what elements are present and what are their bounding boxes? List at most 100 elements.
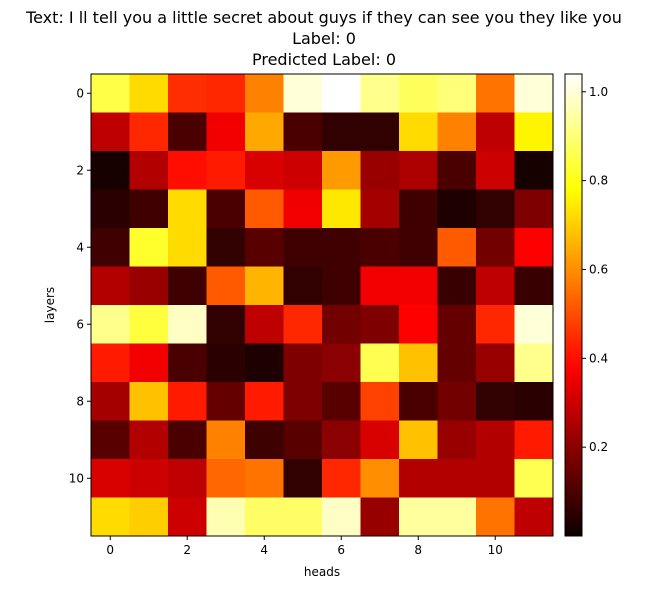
heatmap-cell [437, 266, 477, 306]
heatmap-cell [399, 420, 438, 460]
heatmap-cell [437, 305, 477, 344]
heatmap-cell [322, 459, 361, 498]
heatmap-cell [129, 266, 169, 306]
heatmap-cell [168, 266, 207, 306]
heatmap-cell [206, 228, 246, 267]
heatmap-cell [476, 112, 515, 152]
heatmap-cell [129, 74, 169, 113]
heatmap-cell [399, 343, 438, 383]
heatmap-cell [91, 343, 130, 383]
heatmap-cell [206, 266, 246, 306]
heatmap-cell [129, 420, 169, 460]
heatmap-cell [437, 459, 477, 498]
heatmap-cell [514, 151, 554, 190]
x-tick-label: 8 [414, 543, 422, 557]
heatmap-cell [514, 420, 554, 460]
x-tick-label: 6 [337, 543, 345, 557]
heatmap-cell [283, 420, 323, 460]
heatmap-cell [476, 382, 515, 421]
heatmap-cell [360, 420, 400, 460]
heatmap-cell [360, 343, 400, 383]
y-axis-label: layers [43, 287, 57, 323]
heatmap-cell [399, 459, 438, 498]
heatmap-cell [399, 382, 438, 421]
heatmap-cell [360, 74, 400, 113]
heatmap-cell [322, 305, 361, 344]
heatmap-cell [283, 343, 323, 383]
heatmap-cell [206, 497, 246, 537]
heatmap-cells [91, 74, 554, 537]
heatmap-cell [399, 305, 438, 344]
y-tick-label: 4 [76, 240, 84, 254]
heatmap-cell [245, 74, 284, 113]
heatmap-cell [206, 305, 246, 344]
heatmap-cell [322, 497, 361, 537]
heatmap-cell [91, 151, 130, 190]
heatmap-cell [168, 305, 207, 344]
heatmap-cell [360, 189, 400, 229]
heatmap-cell [360, 266, 400, 306]
heatmap-cell [322, 74, 361, 113]
heatmap-cell [206, 112, 246, 152]
heatmap-cell [283, 228, 323, 267]
heatmap-cell [129, 497, 169, 537]
colorbar-tick-label: 1.0 [589, 85, 608, 99]
heatmap-cell [91, 112, 130, 152]
heatmap-cell [245, 343, 284, 383]
x-tick-label: 4 [260, 543, 268, 557]
heatmap-cell [91, 305, 130, 344]
heatmap-cell [245, 151, 284, 190]
colorbar-ticks: 0.2 0.4 0.6 0.8 1.0 [582, 85, 608, 454]
heatmap-cell [168, 228, 207, 267]
heatmap-cell [514, 343, 554, 383]
heatmap-cell [360, 228, 400, 267]
chart-title-line-2: Label: 0 [292, 29, 356, 48]
heatmap-cell [476, 420, 515, 460]
heatmap-cell [322, 266, 361, 306]
heatmap-cell [514, 459, 554, 498]
heatmap-cell [91, 228, 130, 267]
heatmap-cell [129, 151, 169, 190]
heatmap-cell [476, 343, 515, 383]
heatmap-cell [476, 228, 515, 267]
y-tick-label: 6 [76, 317, 84, 331]
heatmap-cell [437, 420, 477, 460]
heatmap-cell [399, 189, 438, 229]
heatmap-cell [283, 305, 323, 344]
heatmap-cell [129, 305, 169, 344]
heatmap-cell [399, 497, 438, 537]
heatmap-cell [168, 420, 207, 460]
heatmap-cell [129, 228, 169, 267]
heatmap-cell [437, 74, 477, 113]
heatmap-cell [283, 497, 323, 537]
y-tick-label: 8 [76, 394, 84, 408]
heatmap-cell [514, 189, 554, 229]
heatmap-cell [129, 189, 169, 229]
heatmap-cell [360, 151, 400, 190]
heatmap-cell [399, 151, 438, 190]
heatmap-cell [245, 382, 284, 421]
heatmap-cell [437, 112, 477, 152]
heatmap-cell [283, 189, 323, 229]
heatmap-cell [437, 343, 477, 383]
heatmap-cell [514, 228, 554, 267]
heatmap-cell [91, 497, 130, 537]
heatmap-cell [399, 266, 438, 306]
y-tick-label: 2 [76, 163, 84, 177]
heatmap-cell [168, 112, 207, 152]
heatmap-cell [360, 459, 400, 498]
heatmap-cell [437, 151, 477, 190]
heatmap-cell [322, 112, 361, 152]
heatmap-cell [476, 151, 515, 190]
x-tick-label: 10 [488, 543, 503, 557]
chart-title-line-3: Predicted Label: 0 [251, 50, 396, 69]
heatmap-cell [322, 151, 361, 190]
heatmap-cell [168, 189, 207, 229]
heatmap-cell [360, 382, 400, 421]
heatmap-cell [129, 112, 169, 152]
heatmap-cell [476, 74, 515, 113]
heatmap-cell [245, 266, 284, 306]
heatmap-cell [476, 266, 515, 306]
heatmap-cell [514, 305, 554, 344]
